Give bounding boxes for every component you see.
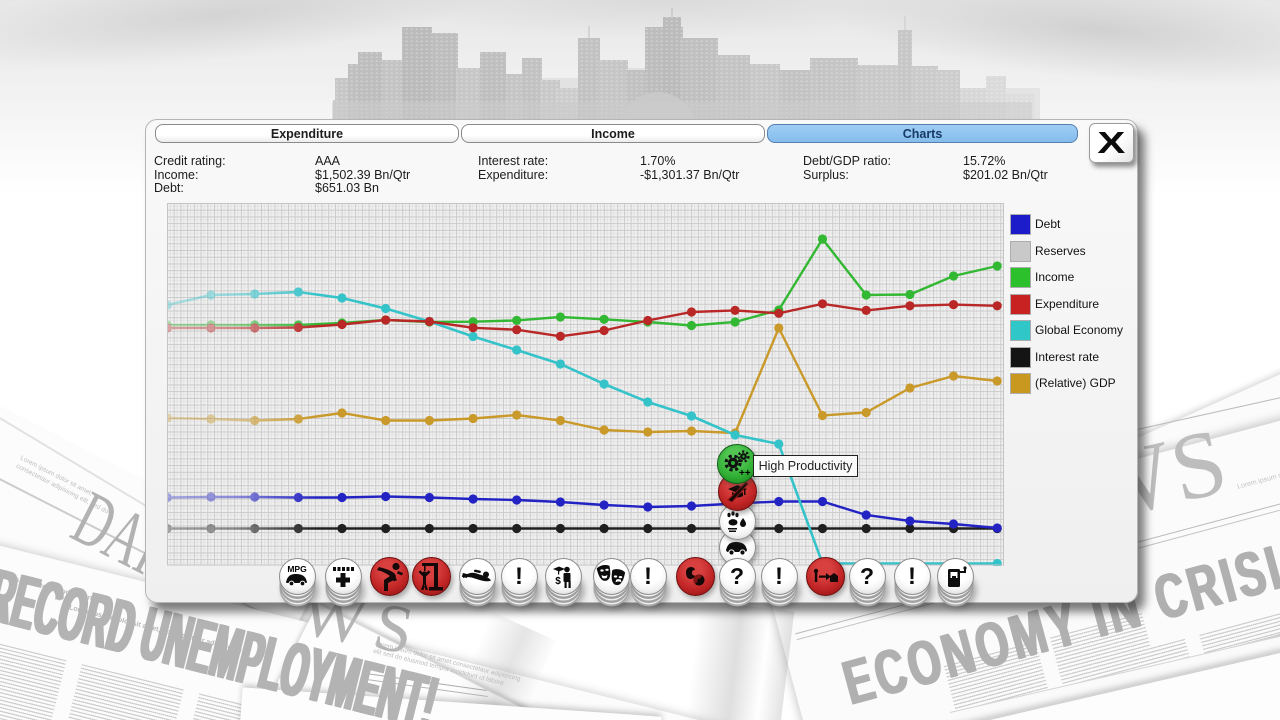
svg-text:++: ++ xyxy=(739,468,751,479)
svg-text:MPG: MPG xyxy=(287,564,307,574)
svg-text:$: $ xyxy=(555,576,561,587)
